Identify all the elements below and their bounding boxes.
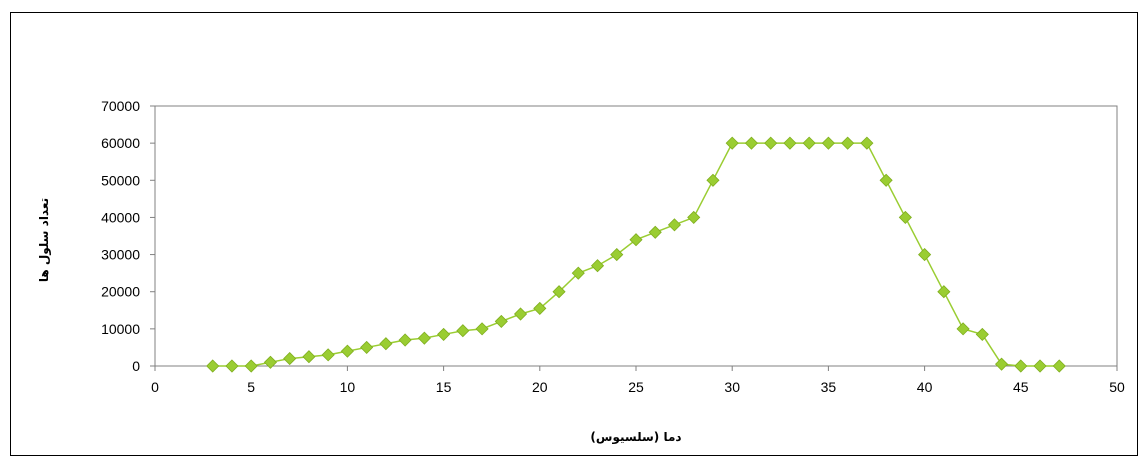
data-point xyxy=(898,210,912,224)
x-tick-label: 25 xyxy=(628,379,644,395)
y-tick-label: 60000 xyxy=(101,135,140,151)
data-point xyxy=(783,136,797,150)
data-point xyxy=(571,266,585,280)
data-point xyxy=(706,173,720,187)
chart-frame xyxy=(10,12,1138,456)
data-point xyxy=(841,136,855,150)
data-point xyxy=(1033,359,1047,373)
data-point xyxy=(667,218,682,232)
data-point xyxy=(1052,359,1066,373)
x-tick-label: 40 xyxy=(917,379,933,395)
x-tick-label: 15 xyxy=(436,379,452,395)
data-point xyxy=(206,359,220,373)
x-tick-label: 45 xyxy=(1013,379,1029,395)
x-tick-label: 30 xyxy=(724,379,740,395)
data-point xyxy=(513,307,528,321)
data-point xyxy=(321,348,335,362)
y-axis-ticks: 0 10000 20000 30000 40000 50000 60000 70000 xyxy=(101,98,155,374)
data-point xyxy=(379,337,393,351)
data-point xyxy=(263,355,278,369)
x-axis-title: دما (سلسیوس) xyxy=(590,430,681,445)
data-point xyxy=(764,136,778,150)
data-point xyxy=(937,285,951,299)
data-point xyxy=(610,248,624,262)
y-axis-title: تعداد سلول ها xyxy=(37,198,52,282)
data-point xyxy=(244,359,258,373)
data-point xyxy=(918,248,932,262)
series-group xyxy=(206,136,1066,373)
series-line xyxy=(212,142,1060,367)
data-point xyxy=(552,285,566,299)
data-point xyxy=(494,314,508,328)
x-tick-label: 35 xyxy=(821,379,837,395)
data-point xyxy=(802,136,816,150)
y-tick-label: 0 xyxy=(132,358,140,374)
y-tick-label: 50000 xyxy=(101,172,140,188)
data-point xyxy=(475,322,489,336)
data-point xyxy=(975,327,989,341)
data-point xyxy=(590,259,605,273)
data-point xyxy=(283,352,297,366)
data-point xyxy=(417,331,431,345)
x-axis-ticks: 0 5 10 15 20 25 30 35 40 45 50 xyxy=(151,366,1125,395)
data-point xyxy=(533,301,547,315)
y-tick-label: 70000 xyxy=(101,98,140,114)
x-tick-label: 20 xyxy=(532,379,548,395)
data-point xyxy=(340,344,354,358)
data-point xyxy=(225,359,239,373)
x-tick-label: 50 xyxy=(1109,379,1125,395)
data-point xyxy=(648,225,662,239)
x-tick-label: 5 xyxy=(247,379,255,395)
y-tick-label: 10000 xyxy=(101,321,140,337)
data-point xyxy=(744,136,759,150)
data-point xyxy=(879,173,893,187)
data-point xyxy=(1014,359,1028,373)
data-point xyxy=(994,357,1009,371)
data-point xyxy=(956,322,970,336)
y-tick-label: 30000 xyxy=(101,247,140,263)
data-point xyxy=(687,210,701,224)
y-tick-label: 20000 xyxy=(101,284,140,300)
data-point xyxy=(725,136,739,150)
y-tick-label: 40000 xyxy=(101,209,140,225)
data-point xyxy=(456,324,470,338)
data-point xyxy=(398,333,412,347)
data-point xyxy=(821,136,835,150)
data-point xyxy=(629,233,643,247)
data-point xyxy=(437,327,451,341)
data-point xyxy=(860,136,874,150)
x-tick-label: 0 xyxy=(151,379,159,395)
data-point xyxy=(360,340,374,354)
x-tick-label: 10 xyxy=(340,379,356,395)
data-point xyxy=(302,350,316,364)
